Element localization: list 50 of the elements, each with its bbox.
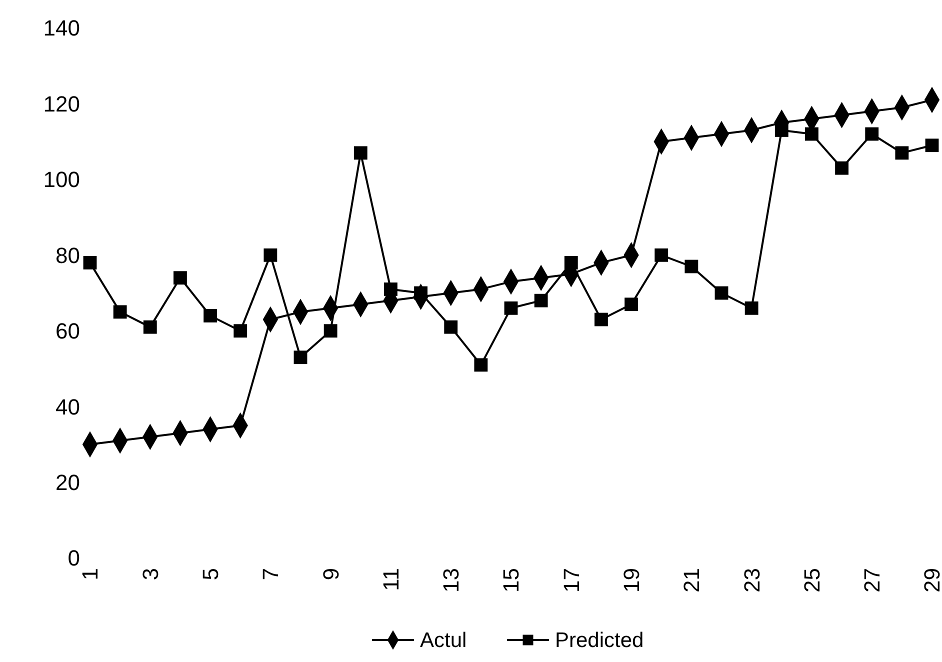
point — [234, 324, 248, 338]
point — [684, 260, 698, 274]
point — [865, 127, 879, 141]
point — [83, 256, 97, 270]
point — [174, 271, 187, 285]
point — [624, 298, 638, 312]
point — [204, 309, 217, 322]
point — [504, 301, 518, 315]
point — [264, 248, 278, 262]
legend-label: Predicted — [555, 629, 644, 652]
y-tick-label: 140 — [43, 16, 80, 41]
x-tick-label: 27 — [860, 568, 885, 592]
legend-label: Actul — [420, 629, 467, 652]
point — [143, 320, 157, 334]
x-tick-label: 19 — [618, 568, 644, 592]
x-tick-label: 1 — [78, 568, 103, 580]
x-tick-label: 13 — [438, 568, 464, 592]
point — [594, 312, 608, 326]
point — [444, 320, 458, 334]
x-tick-label: 17 — [558, 568, 584, 592]
point — [805, 127, 818, 141]
point — [744, 301, 758, 315]
point — [654, 248, 668, 262]
y-tick-label: 120 — [43, 91, 80, 116]
y-tick-label: 40 — [56, 394, 80, 420]
point — [294, 350, 308, 364]
x-tick-label: 5 — [198, 568, 223, 580]
x-tick-label: 25 — [799, 568, 824, 592]
point — [895, 146, 909, 160]
x-tick-label: 11 — [378, 568, 404, 591]
point — [925, 138, 939, 152]
x-tick-label: 9 — [318, 568, 344, 580]
x-tick-label: 23 — [739, 568, 764, 592]
point — [354, 146, 368, 160]
x-tick-label: 29 — [920, 568, 942, 592]
y-tick-label: 20 — [56, 470, 80, 495]
point — [474, 358, 488, 372]
y-tick-label: 0 — [68, 546, 80, 571]
point — [835, 161, 848, 175]
x-tick-label: 7 — [258, 568, 284, 580]
x-tick-label: 21 — [679, 568, 704, 592]
point — [324, 324, 338, 338]
y-tick-label: 100 — [43, 167, 80, 192]
point — [534, 294, 548, 308]
y-tick-label: 60 — [56, 318, 80, 344]
point — [113, 305, 127, 319]
y-tick-label: 80 — [56, 242, 80, 268]
x-tick-label: 3 — [138, 568, 163, 580]
x-tick-label: 15 — [498, 568, 524, 592]
point — [714, 286, 728, 300]
